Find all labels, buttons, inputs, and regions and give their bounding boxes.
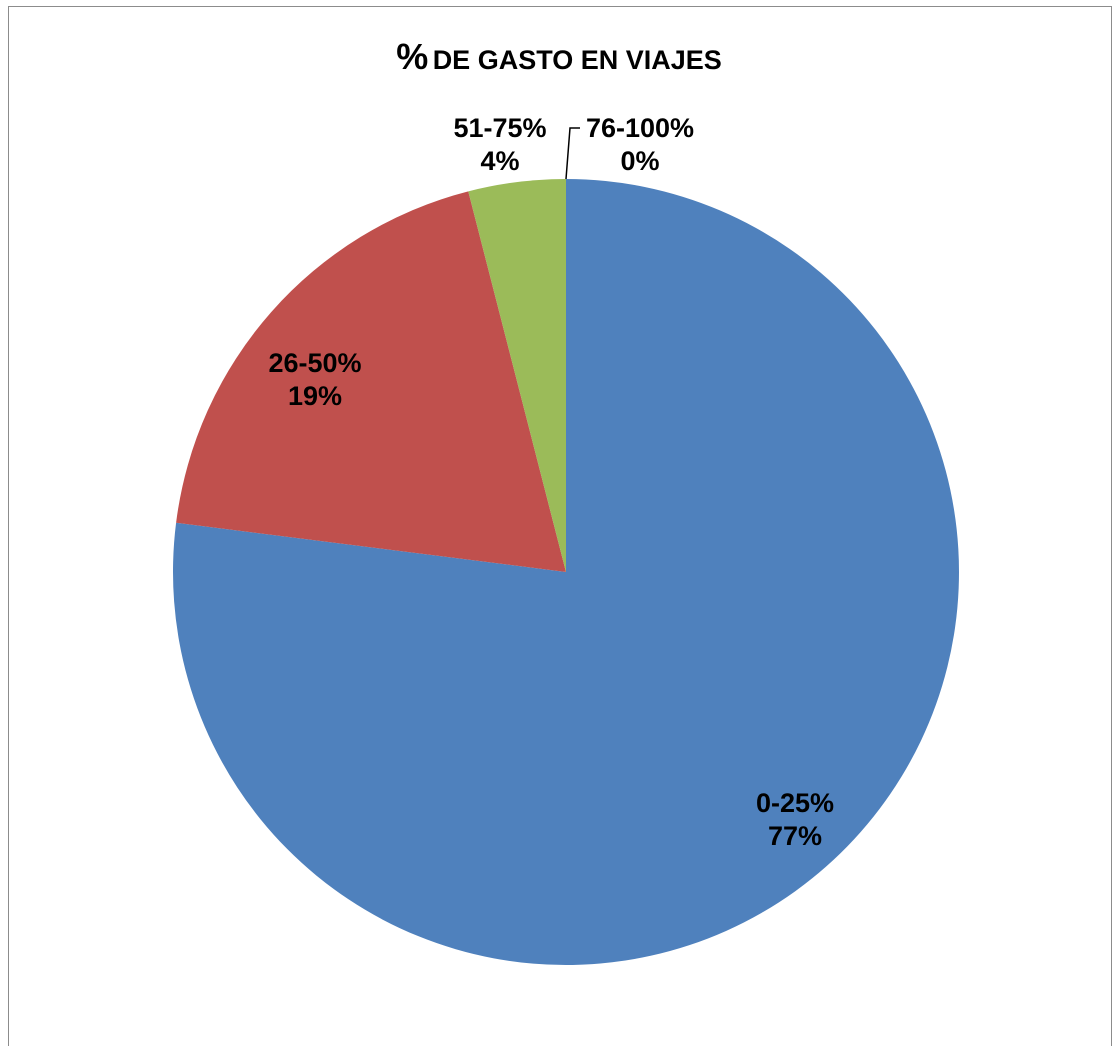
chart-title: % DE GASTO EN VIAJES: [0, 36, 1118, 78]
slice-category-label-0-25: 0-25%: [756, 788, 834, 818]
slice-percent-label-0-25: 77%: [768, 821, 822, 851]
chart-title-text: DE GASTO EN VIAJES: [432, 45, 722, 75]
slice-category-label-76-100: 76-100%: [586, 113, 694, 143]
pie-slice-51-75: [468, 179, 566, 572]
slice-percent-label-26-50: 19%: [288, 381, 342, 411]
slice-category-label-51-75: 51-75%: [453, 113, 546, 143]
pie-slice-26-50: [176, 191, 566, 573]
chart-frame: [8, 6, 1112, 1046]
chart-title-symbol: %: [396, 36, 429, 77]
slice-category-label-26-50: 26-50%: [268, 348, 361, 378]
slice-percent-label-51-75: 4%: [480, 146, 519, 176]
slice-percent-label-76-100: 0%: [620, 146, 659, 176]
pie-slice-0-25: [172, 179, 960, 965]
leader-line-76-100: [565, 127, 580, 180]
